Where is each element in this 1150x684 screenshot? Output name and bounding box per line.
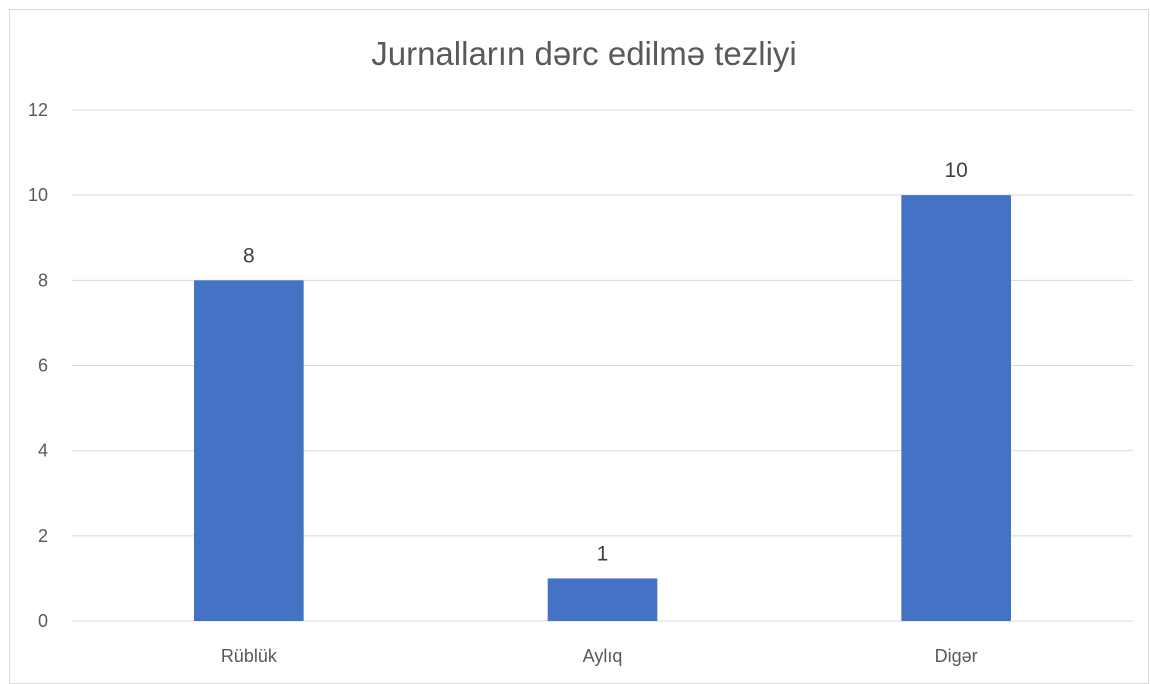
y-axis-tick-labels: 0 2 4 6 8 10 12	[28, 100, 48, 631]
chart-title: Jurnalların dərc edilmə tezliyi	[371, 35, 797, 72]
data-label: 10	[944, 159, 967, 182]
bars	[194, 195, 1011, 621]
y-tick-label: 0	[38, 611, 48, 631]
y-tick-label: 12	[28, 100, 48, 120]
data-labels: 8 1 10	[243, 159, 968, 565]
y-tick-label: 4	[38, 441, 48, 461]
bar-1	[194, 280, 304, 621]
data-label: 8	[243, 244, 255, 267]
x-category-label: Rüblük	[221, 646, 278, 666]
x-category-label: Digər	[935, 646, 978, 666]
y-tick-label: 8	[38, 270, 48, 290]
data-label: 1	[597, 542, 609, 565]
x-axis-category-labels: Rüblük Aylıq Digər	[221, 646, 978, 666]
x-category-label: Aylıq	[583, 646, 623, 666]
y-tick-label: 2	[38, 526, 48, 546]
bar-3	[901, 195, 1011, 621]
bar-2	[547, 578, 658, 621]
y-tick-label: 10	[28, 185, 48, 205]
y-tick-label: 6	[38, 356, 48, 376]
